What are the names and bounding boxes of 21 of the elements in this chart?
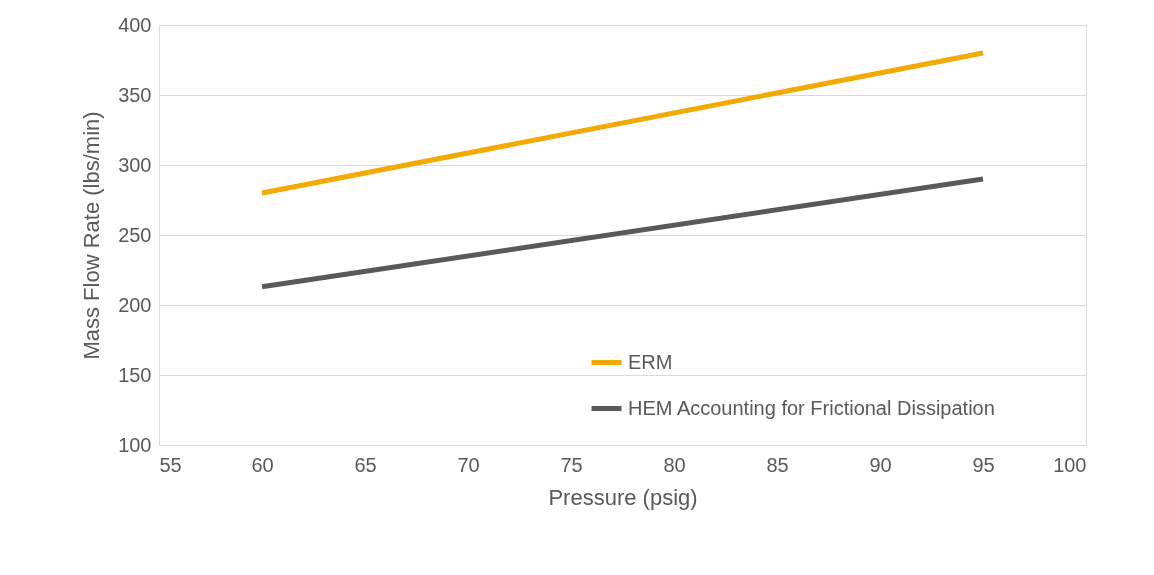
x-tick-label: 95 [972,453,995,476]
y-tick-label: 250 [118,223,152,246]
y-tick-label: 350 [118,83,152,106]
x-axis-title: Pressure (psig) [548,484,698,510]
legend-label: ERM [628,350,673,373]
x-tick-label: 55 [159,453,182,476]
x-tick-label: 70 [457,453,480,476]
y-tick-label: 150 [118,363,152,386]
y-tick-label: 300 [118,153,152,176]
legend-label: HEM Accounting for Frictional Dissipation [628,396,995,419]
y-axis-title: Mass Flow Rate (lbs/min) [79,111,105,360]
x-tick-label: 80 [663,453,686,476]
x-tick-label: 85 [766,453,789,476]
x-tick-label: 100 [1053,453,1087,476]
y-tick-label: 100 [118,433,152,456]
y-tick-label: 200 [118,293,152,316]
x-tick-label: 65 [354,453,377,476]
x-tick-label: 60 [251,453,274,476]
y-tick-label: 400 [118,13,152,36]
x-tick-label: 75 [560,453,583,476]
x-tick-label: 90 [869,453,892,476]
